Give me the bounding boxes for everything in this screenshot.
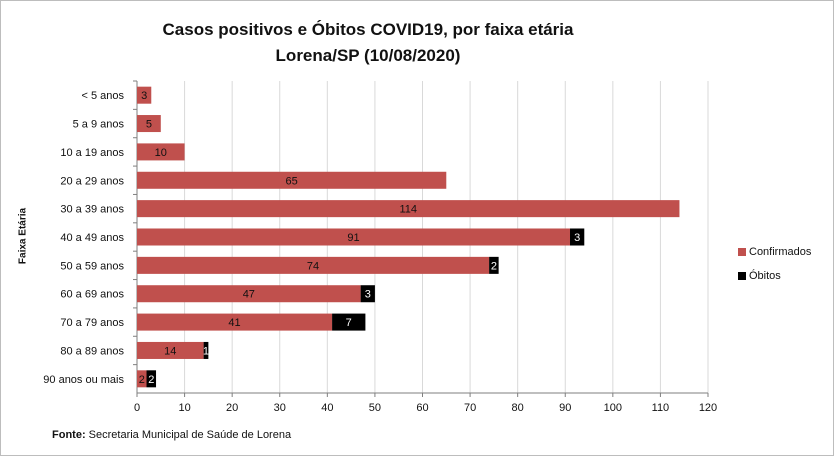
x-tick-label: 0 — [134, 402, 140, 414]
legend-swatch-confirmados — [738, 248, 746, 256]
bar-obitos — [203, 341, 209, 359]
y-tick-label: 40 a 49 anos — [60, 232, 124, 244]
x-tick-label: 20 — [226, 402, 238, 414]
data-label: 47 — [243, 289, 255, 301]
chart-subtitle: Lorena/SP (10/08/2020) — [275, 46, 461, 65]
chart-title: Casos positivos e Óbitos COVID19, por fa… — [162, 20, 574, 39]
data-label: 74 — [307, 260, 319, 272]
legend-label-obitos: Óbitos — [749, 270, 781, 282]
bar-obitos — [360, 285, 375, 303]
y-tick-label: 30 a 39 anos — [60, 204, 124, 216]
y-tick-label: 50 a 59 anos — [60, 260, 124, 272]
data-label: 3 — [365, 289, 371, 301]
legend-swatch-obitos — [738, 272, 746, 280]
y-tick-label: 5 a 9 anos — [73, 119, 125, 131]
bar-obitos — [570, 228, 585, 246]
legend-item-confirmados: Confirmados — [738, 240, 811, 264]
data-label: 2 — [491, 260, 497, 272]
data-label: 65 — [286, 175, 298, 187]
bar-confirmados — [137, 285, 361, 303]
legend-label-confirmados: Confirmados — [749, 246, 812, 258]
bar-obitos — [146, 370, 157, 388]
x-tick-label: 40 — [321, 402, 333, 414]
data-label: 1 — [203, 345, 209, 357]
x-tick-label: 70 — [464, 402, 476, 414]
data-label: 2 — [148, 374, 154, 386]
y-tick-label: 60 a 69 anos — [60, 289, 124, 301]
x-tick-label: 10 — [178, 402, 190, 414]
bar-confirmados — [137, 115, 161, 133]
y-tick-label: 90 anos ou mais — [43, 374, 124, 386]
x-tick-label: 60 — [416, 402, 428, 414]
source-note: Fonte: Secretaria Municipal de Saúde de … — [52, 429, 291, 441]
bar-confirmados — [137, 86, 152, 104]
bar-obitos — [489, 256, 499, 274]
data-label: 3 — [574, 232, 580, 244]
x-tick-label: 80 — [512, 402, 524, 414]
bar-confirmados — [137, 143, 185, 161]
data-label: 41 — [228, 317, 240, 329]
data-label: 7 — [346, 317, 352, 329]
bar-confirmados — [137, 256, 490, 274]
source-text: Secretaria Municipal de Saúde de Lorena — [85, 429, 292, 441]
bar-confirmados — [137, 228, 571, 246]
data-label: 2 — [139, 374, 145, 386]
y-tick-label: 70 a 79 anos — [60, 317, 124, 329]
data-label: 3 — [141, 90, 147, 102]
bar-confirmados — [137, 200, 680, 218]
bar-confirmados — [137, 370, 147, 388]
legend: Confirmados Óbitos — [738, 240, 811, 288]
bar-confirmados — [137, 341, 204, 359]
data-label: 5 — [146, 119, 152, 131]
y-tick-label: 20 a 29 anos — [60, 175, 124, 187]
data-label: 91 — [347, 232, 359, 244]
x-tick-label: 100 — [604, 402, 622, 414]
data-label: 10 — [155, 147, 167, 159]
x-tick-label: 120 — [699, 402, 717, 414]
x-tick-label: 110 — [652, 402, 670, 414]
bar-obitos — [332, 313, 366, 331]
y-tick-label: 10 a 19 anos — [60, 147, 124, 159]
source-label: Fonte: — [52, 429, 86, 441]
bar-confirmados — [137, 171, 447, 189]
y-tick-label: < 5 anos — [81, 90, 124, 102]
data-label: 14 — [164, 345, 176, 357]
x-tick-label: 50 — [369, 402, 381, 414]
data-label: 114 — [399, 204, 417, 216]
x-tick-label: 90 — [559, 402, 571, 414]
legend-item-obitos: Óbitos — [738, 264, 811, 288]
x-tick-label: 30 — [274, 402, 286, 414]
y-tick-label: 80 a 89 anos — [60, 345, 124, 357]
bar-confirmados — [137, 313, 333, 331]
